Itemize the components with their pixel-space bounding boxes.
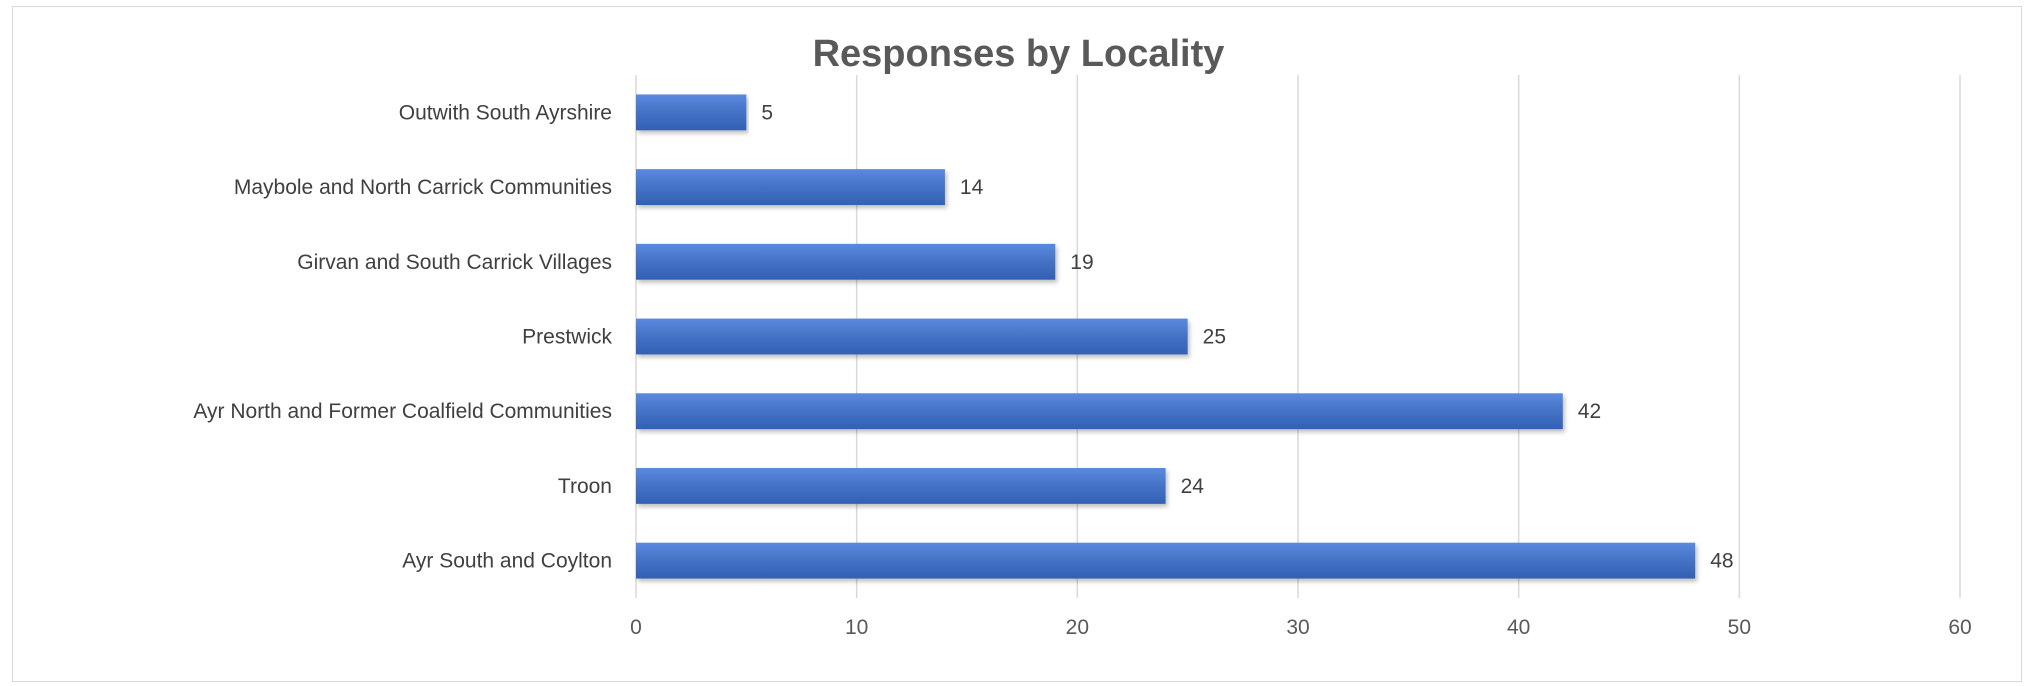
category-label: Maybole and North Carrick Communities: [234, 176, 612, 199]
x-tick-label-30: 30: [1286, 616, 1309, 639]
x-tick-label-60: 60: [1948, 616, 1971, 639]
bar-maybole-and-north-carrick-communities: [636, 169, 945, 206]
data-label: 24: [1181, 475, 1205, 498]
data-label: 25: [1203, 326, 1226, 349]
category-label: Outwith South Ayrshire: [399, 101, 612, 124]
category-label: Prestwick: [522, 326, 612, 349]
category-label: Ayr North and Former Coalfield Communiti…: [193, 400, 612, 423]
bars: [636, 94, 1696, 579]
x-tick-label-10: 10: [845, 616, 868, 639]
bar-ayr-south-and-coylton: [636, 542, 1696, 579]
bar-prestwick: [636, 318, 1188, 355]
category-label: Girvan and South Carrick Villages: [297, 251, 612, 274]
bar-ayr-north-and-former-coalfield-communities: [636, 393, 1563, 430]
category-label: Troon: [558, 475, 612, 498]
data-label: 48: [1710, 550, 1733, 573]
x-tick-label-40: 40: [1507, 616, 1530, 639]
chart-title: Responses by Locality: [812, 33, 1225, 75]
x-tick-label-20: 20: [1066, 616, 1089, 639]
data-label: 19: [1070, 251, 1093, 274]
data-label: 42: [1578, 400, 1601, 423]
bar-outwith-south-ayrshire: [636, 94, 747, 131]
category-label: Ayr South and Coylton: [402, 550, 612, 573]
x-tick-label-50: 50: [1728, 616, 1751, 639]
data-label: 14: [960, 176, 984, 199]
labels: 0 10 20 30 40 50 60 Outwith South Ayrshire 5 Mayb…: [193, 101, 1971, 639]
bar-troon: [636, 467, 1166, 504]
x-tick-label-0: 0: [630, 616, 642, 639]
bar-girvan-and-south-carrick-villages: [636, 243, 1056, 280]
data-label: 5: [761, 101, 773, 124]
